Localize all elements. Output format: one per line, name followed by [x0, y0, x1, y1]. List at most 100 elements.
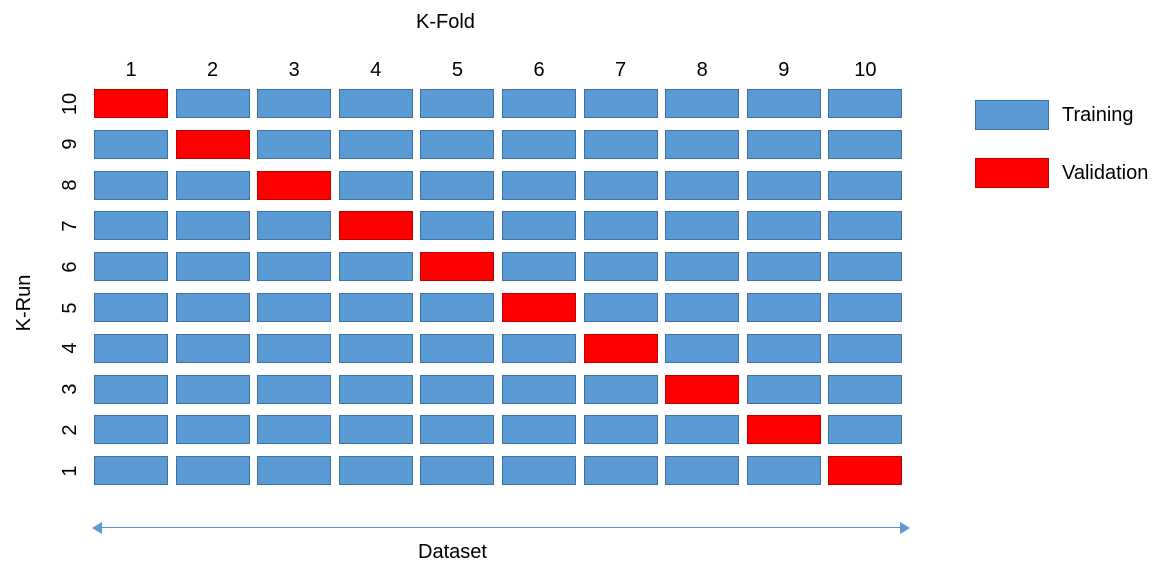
- legend-training-swatch: [975, 100, 1049, 130]
- training-fold-cell: [420, 89, 495, 118]
- training-fold-cell: [746, 252, 821, 282]
- column-label: 9: [778, 59, 790, 81]
- training-fold-cell: [746, 129, 821, 159]
- training-fold-cell: [94, 129, 168, 159]
- training-fold-cell: [746, 456, 821, 486]
- column-label: 7: [615, 59, 627, 81]
- training-fold-cell: [420, 211, 495, 241]
- validation-fold-cell: [94, 89, 168, 118]
- validation-fold-cell: [583, 333, 658, 363]
- dataset-arrow-right-head: [900, 522, 910, 534]
- training-fold-cell: [583, 170, 658, 200]
- training-fold-cell: [338, 415, 413, 445]
- training-fold-cell: [583, 211, 658, 241]
- training-fold-cell: [175, 170, 250, 200]
- training-fold-cell: [502, 89, 576, 118]
- x-axis-label: Dataset: [418, 541, 487, 563]
- training-fold-cell: [420, 456, 495, 486]
- training-fold-cell: [94, 456, 168, 486]
- training-fold-cell: [502, 415, 576, 445]
- training-fold-cell: [94, 415, 168, 445]
- column-label: 3: [288, 59, 300, 81]
- validation-fold-cell: [746, 415, 821, 445]
- row-label: 4: [59, 342, 81, 354]
- training-fold-cell: [257, 374, 332, 404]
- training-fold-cell: [828, 89, 903, 118]
- training-fold-cell: [583, 415, 658, 445]
- training-fold-cell: [502, 129, 576, 159]
- training-fold-cell: [502, 211, 576, 241]
- training-fold-cell: [94, 374, 168, 404]
- training-fold-cell: [175, 333, 250, 363]
- training-fold-cell: [338, 456, 413, 486]
- training-fold-cell: [257, 211, 332, 241]
- training-fold-cell: [257, 333, 332, 363]
- row-label: 7: [59, 220, 81, 232]
- training-fold-cell: [502, 333, 576, 363]
- training-fold-cell: [583, 252, 658, 282]
- training-fold-cell: [175, 456, 250, 486]
- training-fold-cell: [420, 374, 495, 404]
- training-fold-cell: [257, 89, 332, 118]
- training-fold-cell: [94, 293, 168, 322]
- training-fold-cell: [665, 333, 740, 363]
- training-fold-cell: [175, 89, 250, 118]
- validation-fold-cell: [828, 456, 903, 486]
- training-fold-cell: [828, 293, 903, 322]
- training-fold-cell: [338, 374, 413, 404]
- validation-fold-cell: [257, 170, 332, 200]
- legend-validation-label: Validation: [1062, 162, 1149, 184]
- legend-validation-swatch: [975, 158, 1049, 188]
- training-fold-cell: [828, 415, 903, 445]
- dataset-arrow-line: [96, 527, 906, 528]
- training-fold-cell: [175, 211, 250, 241]
- training-fold-cell: [502, 252, 576, 282]
- training-fold-cell: [665, 170, 740, 200]
- training-fold-cell: [94, 211, 168, 241]
- training-fold-cell: [583, 456, 658, 486]
- training-fold-cell: [665, 415, 740, 445]
- diagram-title: K-Fold: [416, 11, 475, 33]
- row-label: 2: [59, 424, 81, 436]
- training-fold-cell: [583, 129, 658, 159]
- row-label: 6: [59, 261, 81, 273]
- training-fold-cell: [828, 211, 903, 241]
- validation-fold-cell: [338, 211, 413, 241]
- dataset-arrow-left-head: [92, 522, 102, 534]
- column-label: 6: [533, 59, 545, 81]
- legend-training-label: Training: [1062, 104, 1134, 126]
- training-fold-cell: [338, 129, 413, 159]
- column-label: 4: [370, 59, 382, 81]
- training-fold-cell: [175, 293, 250, 322]
- training-fold-cell: [175, 252, 250, 282]
- training-fold-cell: [338, 333, 413, 363]
- training-fold-cell: [583, 293, 658, 322]
- row-label: 3: [59, 383, 81, 395]
- training-fold-cell: [420, 333, 495, 363]
- training-fold-cell: [338, 170, 413, 200]
- training-fold-cell: [746, 374, 821, 404]
- training-fold-cell: [94, 252, 168, 282]
- row-label: 1: [59, 465, 81, 477]
- row-label: 5: [59, 301, 81, 314]
- training-fold-cell: [175, 374, 250, 404]
- training-fold-cell: [746, 211, 821, 241]
- training-fold-cell: [746, 293, 821, 322]
- training-fold-cell: [420, 293, 495, 322]
- column-label: 1: [125, 59, 137, 81]
- training-fold-cell: [94, 170, 168, 200]
- training-fold-cell: [502, 374, 576, 404]
- training-fold-cell: [420, 170, 495, 200]
- validation-fold-cell: [665, 374, 740, 404]
- training-fold-cell: [746, 170, 821, 200]
- training-fold-cell: [338, 293, 413, 322]
- column-label: 8: [696, 59, 708, 81]
- training-fold-cell: [420, 415, 495, 445]
- validation-fold-cell: [420, 252, 495, 282]
- training-fold-cell: [665, 211, 740, 241]
- y-axis-label: K-Run: [13, 274, 35, 332]
- training-fold-cell: [94, 333, 168, 363]
- training-fold-cell: [665, 89, 740, 118]
- training-fold-cell: [665, 456, 740, 486]
